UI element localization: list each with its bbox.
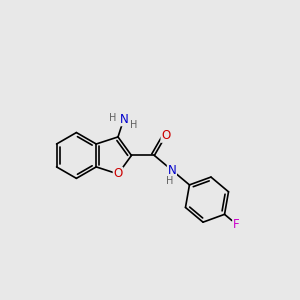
- Text: H: H: [166, 176, 173, 186]
- Text: F: F: [233, 218, 239, 231]
- Text: N: N: [167, 164, 176, 177]
- Text: O: O: [161, 129, 170, 142]
- Text: N: N: [119, 112, 128, 126]
- Text: O: O: [113, 167, 123, 181]
- Text: H: H: [130, 120, 137, 130]
- Text: H: H: [109, 113, 116, 123]
